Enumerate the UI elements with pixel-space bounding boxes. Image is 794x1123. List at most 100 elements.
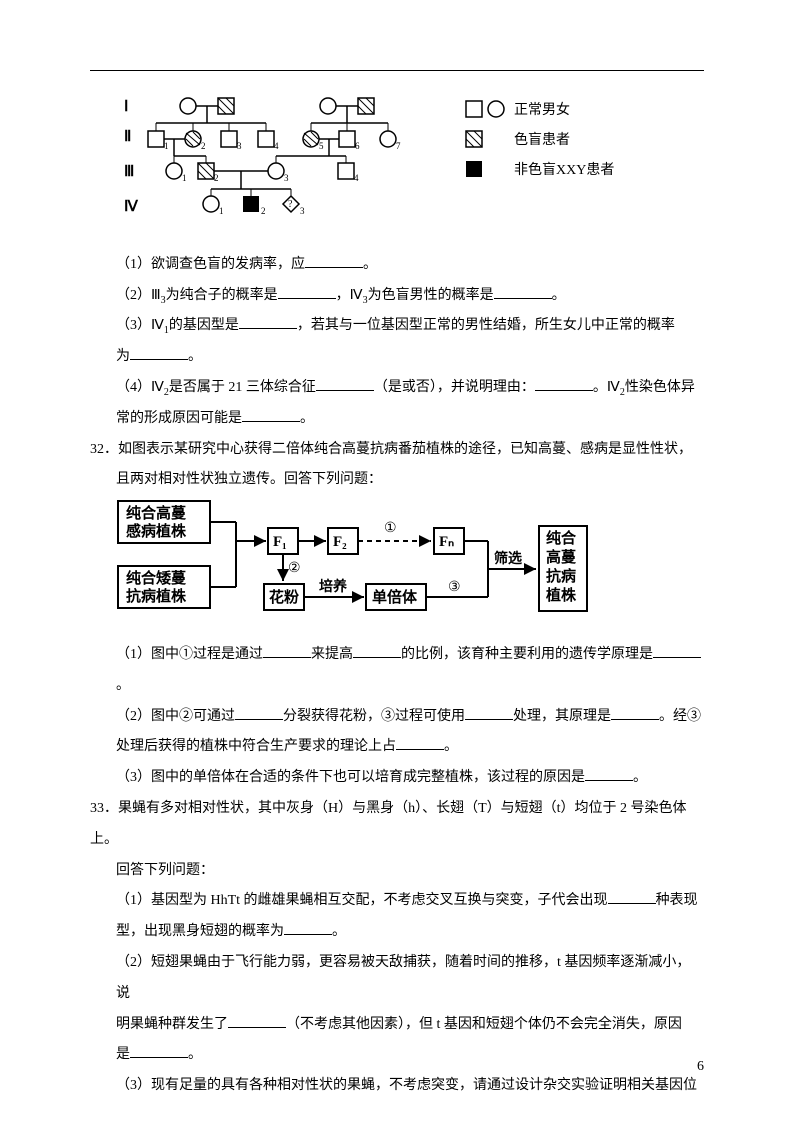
svg-text:2: 2	[261, 206, 266, 216]
txt: （2）短翅果蝇由于飞行能力弱，更容易被天敌捕获，随着时间的推移，t 基因频率逐渐…	[116, 955, 690, 1001]
txt: 处理，其原理是	[513, 709, 611, 724]
txt: 。Ⅳ	[593, 380, 620, 395]
blank	[239, 315, 297, 329]
svg-text:5: 5	[319, 141, 324, 151]
q32-stem1: 32．如图表示某研究中心获得二倍体纯合高蔓抗病番茄植株的途径，已知高蔓、感病是显…	[90, 435, 704, 466]
gen-3: Ⅲ	[124, 164, 134, 180]
txt: 明果蝇种群发生了	[116, 1017, 228, 1032]
svg-text:F₂: F₂	[333, 534, 347, 550]
txt: （2）图中②可通过	[116, 709, 235, 724]
txt: （不考虑其他因素），但 t 基因和短翅个体仍不会完全消失，原因	[286, 1017, 682, 1032]
blank	[494, 285, 552, 299]
txt: 果蝇有多对相对性状，其中灰身（H）与黑身（h）、长翅（T）与短翅（t）均位于 2…	[90, 801, 687, 847]
blank	[535, 377, 593, 391]
q32-1: （1）图中①过程是通过 来提高 的比例，该育种主要利用的遗传学原理是。	[90, 640, 704, 702]
q33-2b: 明果蝇种群发生了 （不考虑其他因素），但 t 基因和短翅个体仍不会完全消失，原因	[90, 1010, 704, 1041]
blank	[653, 644, 701, 658]
txt: 来提高	[311, 647, 353, 662]
blank	[608, 890, 656, 904]
svg-text:4: 4	[354, 173, 359, 183]
q33-stem1: 33．果蝇有多对相对性状，其中灰身（H）与黑身（h）、长翅（T）与短翅（t）均位…	[90, 794, 704, 856]
q32-2a: （2）图中②可通过分裂获得花粉，③过程可使用处理，其原理是。经③	[90, 702, 704, 733]
txt: ，若其与一位基因型正常的男性结婚，所生女儿中正常的概率	[297, 318, 675, 333]
svg-text:6: 6	[355, 141, 360, 151]
pedigree-svg: Ⅰ Ⅱ Ⅲ Ⅳ 1 2 3 4	[116, 91, 676, 231]
svg-text:③: ③	[448, 580, 461, 595]
svg-text:3: 3	[237, 141, 242, 151]
txt: 。	[188, 1047, 202, 1062]
blank	[130, 1044, 188, 1058]
q33-3: （3）现有足量的具有各种相对性状的果蝇，不考虑突变，请通过设计杂交实验证明相关基…	[90, 1071, 704, 1102]
txt: 。经③	[659, 709, 701, 724]
txt: 为纯合子的概率是	[166, 288, 278, 303]
txt: 。	[332, 924, 346, 939]
q33-1b: 型，出现黑身短翅的概率为。	[90, 917, 704, 948]
q31-4b: 常的形成原因可能是。	[90, 404, 704, 435]
svg-text:F₁: F₁	[273, 534, 287, 550]
flowchart-svg: 纯合高蔓 感病植株 纯合矮蔓 抗病植株 F₁ F₂ ① Fₙ ②	[116, 496, 676, 621]
page-content: Ⅰ Ⅱ Ⅲ Ⅳ 1 2 3 4	[90, 91, 704, 1102]
txt: 。	[363, 257, 377, 272]
svg-text:2: 2	[214, 173, 219, 183]
blank	[278, 285, 336, 299]
top-rule	[90, 70, 704, 71]
gen-1: Ⅰ	[124, 99, 128, 115]
txt: 。	[633, 770, 647, 785]
q33-2a: （2）短翅果蝇由于飞行能力弱，更容易被天敌捕获，随着时间的推移，t 基因频率逐渐…	[90, 948, 704, 1010]
txt: 。	[552, 288, 566, 303]
svg-text:培养: 培养	[319, 578, 348, 595]
q33-2c: 是。	[90, 1040, 704, 1071]
txt: （1）图中①过程是通过	[116, 647, 263, 662]
blank	[585, 767, 633, 781]
legend: 正常男女 色盲患者 非色盲XXY患者	[466, 101, 614, 178]
svg-text:抗病植株: 抗病植株	[126, 587, 187, 605]
pedigree-diagram: Ⅰ Ⅱ Ⅲ Ⅳ 1 2 3 4	[116, 91, 704, 244]
svg-text:3: 3	[300, 206, 305, 216]
q33-stem2: 回答下列问题：	[90, 856, 704, 887]
q31-3b: 为。	[90, 342, 704, 373]
blank	[242, 408, 300, 422]
svg-text:?: ?	[288, 199, 293, 210]
q31-4a: （4）Ⅳ2是否属于 21 三体综合征（是或否），并说明理由：。Ⅳ2性染色体异	[90, 373, 704, 404]
svg-text:感病植株: 感病植株	[126, 522, 187, 540]
svg-text:1: 1	[182, 173, 187, 183]
svg-text:抗病: 抗病	[546, 567, 576, 585]
txt: 的比例，该育种主要利用的遗传学原理是	[401, 647, 653, 662]
svg-text:Fₙ: Fₙ	[439, 534, 454, 550]
q32-3: （3）图中的单倍体在合适的条件下也可以培育成完整植株，该过程的原因是。	[90, 763, 704, 794]
svg-text:高蔓: 高蔓	[546, 548, 577, 566]
blank	[228, 1014, 286, 1028]
blank	[130, 346, 188, 360]
txt: 回答下列问题：	[116, 863, 214, 878]
txt: 的基因型是	[169, 318, 239, 333]
svg-text:4: 4	[274, 141, 279, 151]
txt: 为色盲男性的概率是	[368, 288, 494, 303]
svg-text:色盲患者: 色盲患者	[514, 131, 570, 148]
blank	[305, 254, 363, 268]
svg-text:2: 2	[201, 141, 206, 151]
svg-text:花粉: 花粉	[269, 588, 299, 606]
txt: （1）基因型为 HhTt 的雌雄果蝇相互交配，不考虑交叉互换与突变，子代会出现	[116, 893, 608, 908]
txt: （3）现有足量的具有各种相对性状的果蝇，不考虑突变，请通过设计杂交实验证明相关基…	[116, 1078, 697, 1093]
txt: （2）Ⅲ	[116, 288, 161, 303]
txt: （4）Ⅳ	[116, 380, 164, 395]
blank	[611, 706, 659, 720]
txt: 。	[116, 678, 130, 693]
svg-text:正常男女: 正常男女	[514, 101, 570, 118]
txt: 。	[188, 349, 202, 364]
page-number: 6	[697, 1052, 704, 1083]
svg-text:植株: 植株	[546, 586, 577, 604]
blank	[316, 377, 374, 391]
txt: ，Ⅳ	[336, 288, 363, 303]
q32-stem2: 且两对相对性状独立遗传。回答下列问题：	[90, 465, 704, 496]
q31-2: （2）Ⅲ3为纯合子的概率是，Ⅳ3为色盲男性的概率是。	[90, 281, 704, 312]
flowchart-diagram: 纯合高蔓 感病植株 纯合矮蔓 抗病植株 F₁ F₂ ① Fₙ ②	[116, 496, 704, 634]
txt: 是	[116, 1047, 130, 1062]
txt: （1）欲调查色盲的发病率，应	[116, 257, 305, 272]
gen-2: Ⅱ	[124, 129, 131, 145]
svg-text:筛选: 筛选	[494, 550, 522, 567]
txt: （是或否），并说明理由：	[374, 380, 535, 395]
txt: （3）Ⅳ	[116, 318, 164, 333]
txt: 常的形成原因可能是	[116, 411, 242, 426]
qnum: 32．	[90, 442, 118, 457]
